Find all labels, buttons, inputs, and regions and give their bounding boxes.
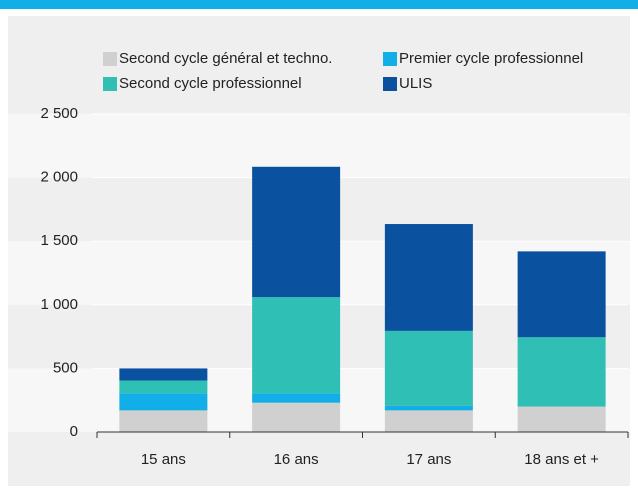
bar-segment: [384, 224, 473, 331]
y-tick-label: 2 000: [40, 169, 78, 186]
y-tick-label: 1 000: [40, 296, 78, 313]
legend-swatch: [383, 77, 397, 91]
bar-segment: [119, 380, 208, 394]
legend-swatch: [103, 52, 117, 66]
x-tick-label: 16 ans: [274, 451, 319, 468]
bar-segment: [252, 297, 341, 394]
bar-segment: [119, 410, 208, 432]
bar-segment: [517, 406, 606, 432]
bar-segment: [119, 393, 208, 411]
bar-segment: [252, 402, 341, 432]
bar-segment: [384, 330, 473, 406]
bar-segment: [384, 405, 473, 411]
top-band: [0, 0, 638, 9]
legend-swatch: [383, 52, 397, 66]
y-tick-label: 0: [70, 423, 78, 440]
x-tick-label: 17 ans: [406, 451, 451, 468]
bar-segment: [517, 337, 606, 407]
legend-label: Second cycle professionnel: [119, 75, 302, 92]
bar-segment: [119, 368, 208, 381]
legend-swatch: [103, 77, 117, 91]
bar-segment: [517, 251, 606, 338]
legend-label: Premier cycle professionnel: [399, 50, 583, 67]
x-tick-label: 18 ans et +: [524, 451, 599, 468]
x-tick-label: 15 ans: [141, 451, 186, 468]
y-tick-label: 2 500: [40, 105, 78, 122]
bar-segment: [384, 410, 473, 432]
legend-label: ULIS: [399, 75, 432, 92]
y-tick-label: 1 500: [40, 232, 78, 249]
bar-segment: [252, 393, 341, 403]
legend-label: Second cycle général et techno.: [119, 50, 332, 67]
bar-segment: [252, 166, 341, 298]
y-tick-label: 500: [53, 359, 78, 376]
